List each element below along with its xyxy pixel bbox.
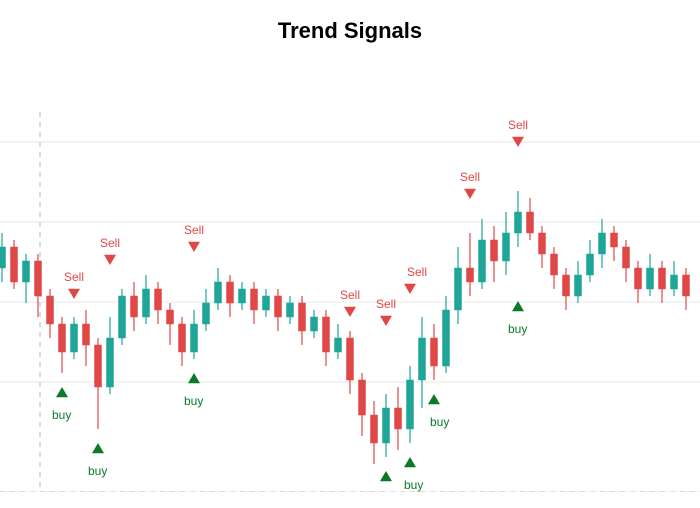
candle [395, 408, 402, 429]
sell-marker-icon [188, 242, 200, 252]
sell-label: Sell [340, 288, 360, 302]
candle [35, 261, 42, 296]
candle [179, 324, 186, 352]
candle [359, 380, 366, 415]
chart-title: Trend Signals [0, 0, 700, 52]
sell-marker-icon [104, 255, 116, 265]
candle [527, 212, 534, 233]
candle [131, 296, 138, 317]
candle [335, 338, 342, 352]
candle [659, 268, 666, 289]
candle [191, 324, 198, 352]
candle [215, 282, 222, 303]
candle [491, 240, 498, 261]
candle [575, 275, 582, 296]
candle [443, 310, 450, 366]
candle [47, 296, 54, 324]
candle [251, 289, 258, 310]
sell-marker-icon [404, 284, 416, 294]
candle [59, 324, 66, 352]
candle [647, 268, 654, 289]
buy-marker-icon [404, 457, 416, 467]
candle [287, 303, 294, 317]
candle [587, 254, 594, 275]
sell-marker-icon [380, 316, 392, 326]
candle [263, 296, 270, 310]
buy-label: buy [52, 408, 71, 422]
sell-label: Sell [64, 270, 84, 284]
sell-label: Sell [184, 223, 204, 237]
candle [299, 303, 306, 331]
candle [203, 303, 210, 324]
candle [539, 233, 546, 254]
buy-marker-icon [56, 387, 68, 397]
sell-label: Sell [460, 170, 480, 184]
candle [107, 338, 114, 387]
sell-label: Sell [100, 236, 120, 250]
candle [155, 289, 162, 310]
candle [371, 415, 378, 443]
candle [83, 324, 90, 345]
candle [455, 268, 462, 310]
candle [563, 275, 570, 296]
sell-label: Sell [508, 118, 528, 132]
sell-label: Sell [407, 265, 427, 279]
buy-label: buy [404, 478, 423, 492]
buy-label: buy [88, 464, 107, 478]
candle [419, 338, 426, 380]
candle [23, 261, 30, 282]
candle [11, 247, 18, 282]
candle [479, 240, 486, 282]
buy-marker-icon [188, 373, 200, 383]
candle [143, 289, 150, 317]
candle [407, 380, 414, 429]
candle [95, 345, 102, 387]
candle [239, 289, 246, 303]
candle [611, 233, 618, 247]
buy-marker-icon [92, 443, 104, 453]
sell-marker-icon [68, 289, 80, 299]
candle [71, 324, 78, 352]
buy-label: buy [430, 415, 449, 429]
sell-marker-icon [344, 307, 356, 317]
sell-label: Sell [376, 297, 396, 311]
candle [311, 317, 318, 331]
candle [227, 282, 234, 303]
buy-marker-icon [428, 394, 440, 404]
candle [0, 247, 6, 268]
candle [683, 275, 690, 296]
candle [635, 268, 642, 289]
candle [323, 317, 330, 352]
candle [467, 268, 474, 282]
candle [383, 408, 390, 443]
candle [119, 296, 126, 338]
buy-marker-icon [380, 471, 392, 481]
candle [167, 310, 174, 324]
candle [551, 254, 558, 275]
buy-label: buy [508, 322, 527, 336]
candle [275, 296, 282, 317]
candle [599, 233, 606, 254]
candle [623, 247, 630, 268]
candle [671, 275, 678, 289]
candle [503, 233, 510, 261]
candle [431, 338, 438, 366]
candle [515, 212, 522, 233]
candlestick-chart: buy Sell buy Sell buy Sell Sell buy Sell buy Sell b… [0, 52, 700, 492]
candle [347, 338, 354, 380]
buy-label: buy [184, 394, 203, 408]
buy-marker-icon [512, 301, 524, 311]
sell-marker-icon [464, 189, 476, 199]
